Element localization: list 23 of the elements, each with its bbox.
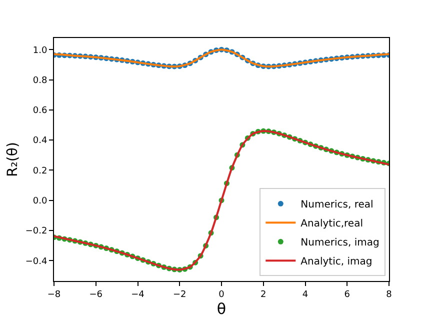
legend-label: Analytic, imag	[300, 256, 372, 268]
y-tick-label: 0.8	[32, 76, 48, 86]
x-tick-label: −8	[47, 290, 61, 300]
y-tick-label: 0.2	[32, 166, 48, 176]
y-tick-label: −0.4	[25, 256, 48, 267]
x-tick-label: 0	[218, 290, 225, 300]
y-tick-label: 0.0	[32, 196, 48, 206]
x-tick-label: 4	[302, 290, 308, 300]
legend-label: Analytic,real	[300, 218, 363, 230]
y-tick-label: 1.0	[32, 46, 48, 56]
x-tick-label: 2	[260, 290, 266, 300]
x-tick-label: −6	[89, 290, 103, 300]
legend-label: Numerics, real	[300, 200, 374, 211]
y-tick-label: −0.2	[25, 226, 48, 237]
x-tick-label: 6	[344, 290, 350, 300]
x-axis-title: θ	[216, 300, 226, 318]
y-tick-label: 0.6	[32, 106, 48, 116]
y-tick-label: 0.4	[32, 136, 48, 146]
y-axis-title: R₂(θ)	[4, 142, 21, 177]
x-tick-label: −4	[131, 290, 145, 300]
x-tick-label: 8	[386, 290, 392, 300]
x-tick-label: −2	[172, 290, 186, 300]
legend-label: Numerics, imag	[300, 238, 380, 249]
